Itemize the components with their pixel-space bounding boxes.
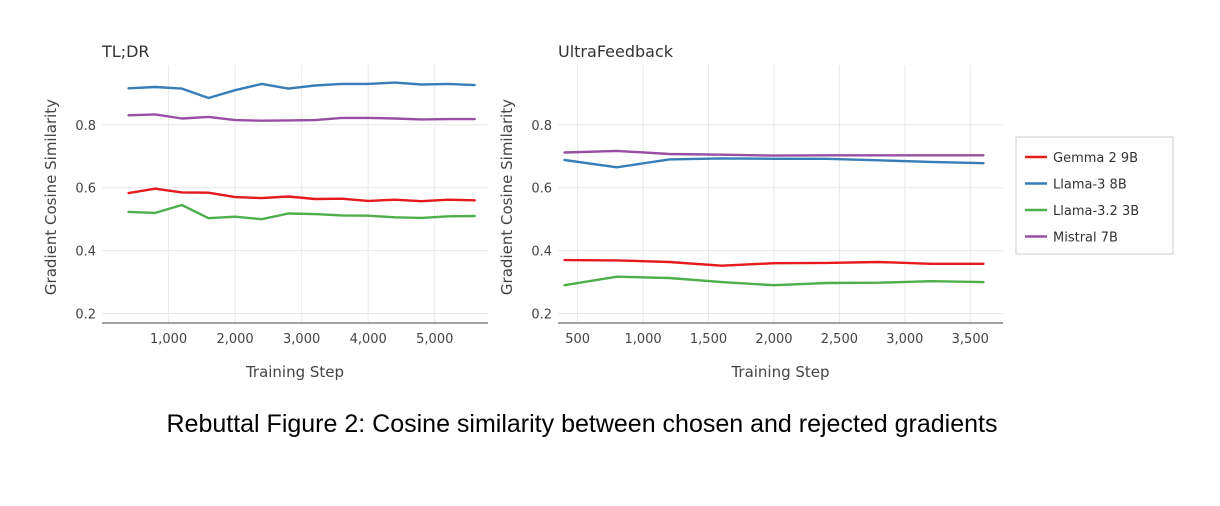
x-tick-label: 1,000: [150, 332, 187, 347]
panel-title: UltraFeedback: [558, 42, 674, 61]
panel-title: TL;DR: [101, 42, 150, 61]
y-tick-label: 0.6: [531, 182, 552, 197]
x-tick-label: 1,000: [624, 332, 661, 347]
y-tick-label: 0.4: [75, 245, 96, 260]
legend-label: Llama-3 8B: [1053, 178, 1127, 193]
series-line-mistral-7b: [563, 149, 985, 157]
figure: 1,000 2,000 3,000 4,000 5,000 0.2 0.4 0.6 0.8 TL;…: [42, 42, 1174, 381]
series-line-mistral-7b: [127, 113, 476, 122]
x-tick-label: 5,000: [416, 332, 453, 347]
y-tick-label: 0.2: [531, 308, 552, 323]
y-tick-label: 0.4: [531, 245, 552, 260]
series-line-gemma-2-9b: [563, 258, 985, 267]
y-tick-label: 0.2: [75, 308, 96, 323]
series-line-llama-3-8b: [563, 157, 985, 169]
y-tick-label: 0.8: [75, 119, 96, 134]
series-line-llama-3-2-3b: [127, 203, 476, 221]
series-line-llama-3-8b: [127, 81, 476, 100]
panel-2: 500 1,000 1,500 2,000 2,500 3,000 3,500 0.2 0.4 0…: [498, 42, 1003, 381]
x-tick-label: 500: [565, 332, 590, 347]
panel-1: 1,000 2,000 3,000 4,000 5,000 0.2 0.4 0.6 0.8 TL;…: [42, 42, 488, 381]
series-line-llama-3-2-3b: [563, 275, 985, 287]
legend-label: Gemma 2 9B: [1053, 151, 1138, 166]
legend: Gemma 2 9B Llama-3 8B Llama-3.2 3B Mistral …: [1015, 136, 1174, 255]
figure-caption: Rebuttal Figure 2: Cosine similarity bet…: [166, 410, 998, 438]
legend-label: Llama-3.2 3B: [1053, 204, 1139, 219]
x-tick-label: 2,500: [821, 332, 858, 347]
x-tick-label: 3,000: [886, 332, 923, 347]
x-tick-label: 3,500: [952, 332, 989, 347]
x-tick-label: 1,500: [690, 332, 727, 347]
series-line-gemma-2-9b: [127, 187, 476, 203]
x-axis-label: Training Step: [730, 363, 829, 381]
legend-label: Mistral 7B: [1053, 231, 1118, 246]
y-tick-label: 0.6: [75, 182, 96, 197]
x-axis-label: Training Step: [245, 363, 344, 381]
y-axis-label: Gradient Cosine Similarity: [42, 99, 60, 295]
y-axis-label: Gradient Cosine Similarity: [498, 99, 516, 295]
y-tick-label: 0.8: [531, 119, 552, 134]
x-tick-label: 4,000: [350, 332, 387, 347]
x-tick-label: 2,000: [216, 332, 253, 347]
x-tick-label: 3,000: [283, 332, 320, 347]
x-tick-label: 2,000: [755, 332, 792, 347]
